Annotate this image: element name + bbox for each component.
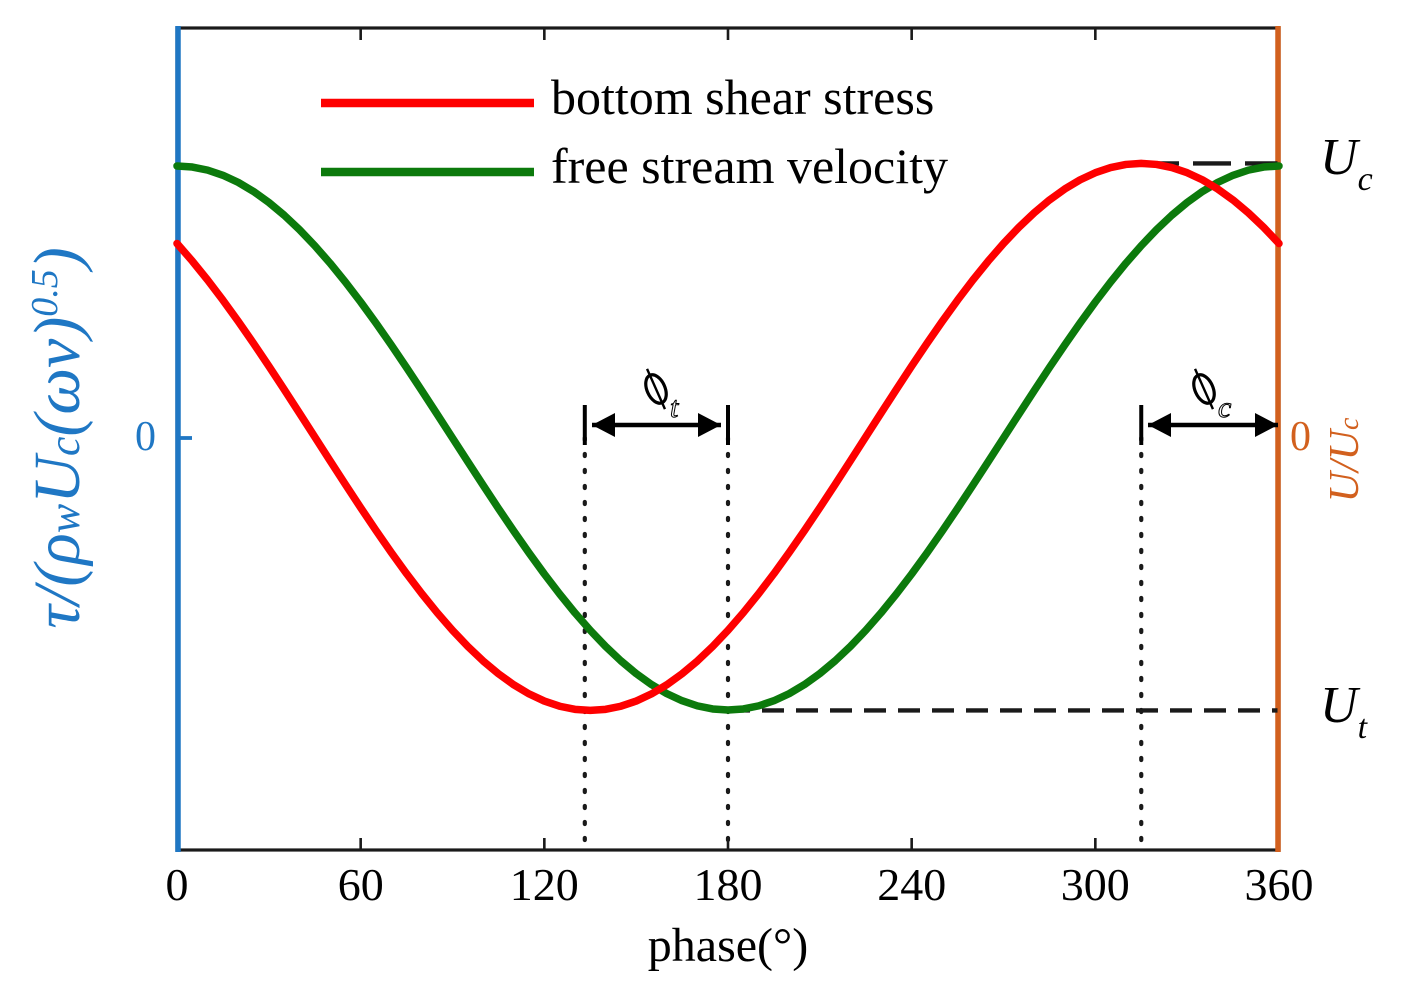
svg-text:c: c [1218,391,1231,424]
svg-text:t: t [670,391,679,424]
